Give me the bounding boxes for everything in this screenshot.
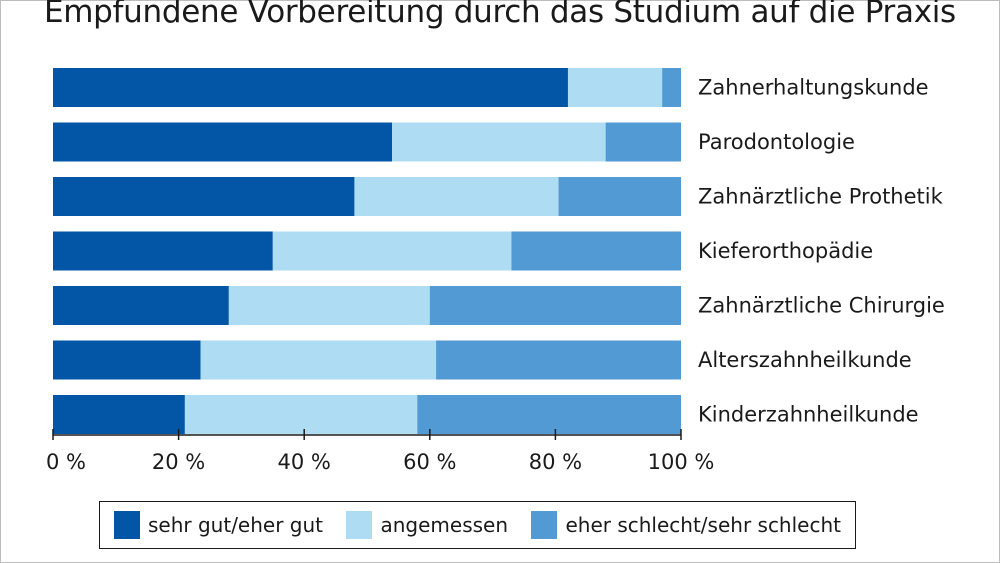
bar-zahn-rztliche-prothetik-angemessen [354, 177, 559, 216]
x-tick-label-5: 100 % [648, 450, 715, 474]
bar-parodontologie-eher-schlecht-sehr-schlecht [605, 122, 681, 162]
legend-item-angemessen: angemessen [346, 511, 508, 539]
category-label-parodontologie: Parodontologie [698, 130, 855, 154]
chart-legend: sehr gut/eher gut angemessen eher schlec… [99, 501, 856, 549]
legend-item-schlecht: eher schlecht/sehr schlecht [531, 511, 841, 539]
bar-zahn-rztliche-chirurgie-sehr-gut-eher-gut [53, 286, 229, 325]
category-label-kieferorthop-die: Kieferorthopädie [698, 239, 873, 263]
bar-parodontologie-angemessen [392, 122, 606, 162]
category-label-kinderzahnheilkunde: Kinderzahnheilkunde [698, 403, 919, 427]
legend-swatch-schlecht [531, 511, 558, 539]
legend-label-schlecht: eher schlecht/sehr schlecht [565, 513, 841, 537]
bar-alterszahnheilkunde-angemessen [200, 340, 437, 380]
bar-zahnerhaltungskunde-angemessen [567, 68, 663, 107]
bar-kieferorthop-die-angemessen [272, 231, 512, 271]
bar-zahn-rztliche-prothetik-sehr-gut-eher-gut [53, 177, 355, 216]
bar-kieferorthop-die-sehr-gut-eher-gut [53, 231, 273, 271]
legend-swatch-angemessen [346, 511, 373, 539]
category-label-zahn-rztliche-chirurgie: Zahnärztliche Chirurgie [698, 294, 945, 318]
x-tick-label-4: 80 % [529, 450, 582, 474]
bar-kinderzahnheilkunde-sehr-gut-eher-gut [53, 395, 185, 434]
bar-zahn-rztliche-chirurgie-eher-schlecht-sehr-schlecht [429, 286, 681, 325]
x-tick-label-2: 40 % [278, 450, 331, 474]
bar-zahn-rztliche-prothetik-eher-schlecht-sehr-schlecht [558, 177, 681, 216]
stacked-bar-chart: Zahnerhaltungskunde Parodontologie Zahnärz… [46, 68, 945, 474]
category-label-alterszahnheilkunde: Alterszahnheilkunde [698, 348, 912, 372]
x-tick-label-1: 20 % [152, 450, 205, 474]
chart-title: Empfundene Vorbereitung durch das Studiu… [44, 0, 956, 30]
legend-label-sehr-gut: sehr gut/eher gut [148, 513, 324, 537]
bar-zahn-rztliche-chirurgie-angemessen [228, 286, 430, 325]
category-label-zahnerhaltungskunde: Zahnerhaltungskunde [698, 76, 929, 100]
bar-zahnerhaltungskunde-sehr-gut-eher-gut [53, 68, 568, 107]
x-tick-label-0: 0 % [46, 450, 86, 474]
x-tick-label-3: 60 % [403, 450, 456, 474]
bar-kieferorthop-die-eher-schlecht-sehr-schlecht [511, 231, 681, 271]
bar-zahnerhaltungskunde-eher-schlecht-sehr-schlecht [662, 68, 681, 107]
legend-swatch-sehr-gut [114, 511, 140, 539]
legend-item-sehr-gut: sehr gut/eher gut [114, 511, 323, 539]
bar-alterszahnheilkunde-sehr-gut-eher-gut [53, 340, 201, 380]
bar-alterszahnheilkunde-eher-schlecht-sehr-schlecht [436, 340, 681, 380]
bar-kinderzahnheilkunde-angemessen [184, 395, 418, 434]
bar-parodontologie-sehr-gut-eher-gut [53, 122, 393, 162]
legend-label-angemessen: angemessen [380, 513, 509, 537]
bar-kinderzahnheilkunde-eher-schlecht-sehr-schlecht [417, 395, 681, 434]
category-label-zahn-rztliche-prothetik: Zahnärztliche Prothetik [698, 185, 944, 209]
